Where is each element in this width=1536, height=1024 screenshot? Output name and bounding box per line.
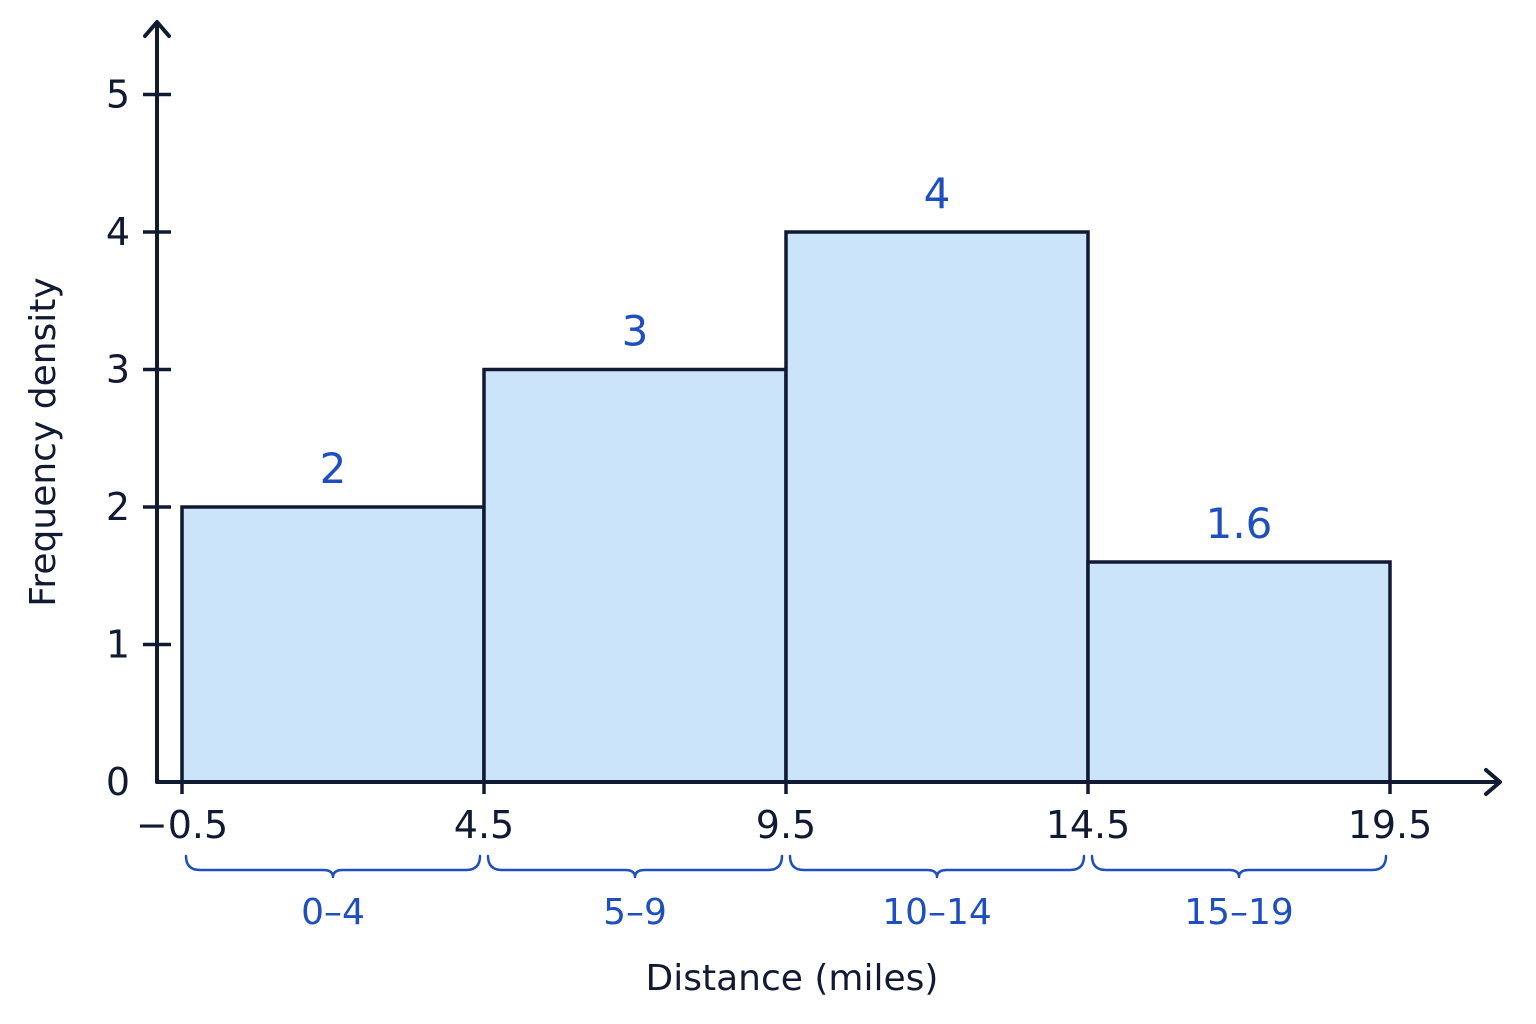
interval-brace [788,854,1086,879]
histogram-bar-3 [784,230,1090,784]
bar-value-label: 2 [320,444,347,493]
x-tick-label: 9.5 [756,803,816,847]
class-interval-label: 0–4 [301,892,365,933]
bars-layer [180,230,1392,784]
y-tick-label: 4 [106,210,130,254]
y-tick-label: 2 [106,485,130,529]
class-interval-label: 5–9 [603,892,667,933]
y-tick-label: 5 [106,73,130,117]
histogram-bar-2 [482,367,788,784]
class-interval-label: 10–14 [882,892,992,933]
x-tick-label: −0.5 [136,803,228,847]
labels-layer: 2 0–4 3 5–9 4 10–14 1.6 15–19 [184,169,1388,933]
x-axis-title: Distance (miles) [646,958,939,999]
bar-value-label: 3 [622,307,649,356]
x-tick-label: 4.5 [454,803,514,847]
y-axis-title: Frequency density [23,277,64,606]
interval-brace [184,854,482,879]
x-axis-arrow [1484,768,1502,796]
interval-brace [1090,854,1388,879]
histogram-bar-1 [180,505,486,784]
y-tick-label: 0 [106,760,130,804]
y-tick-label: 1 [106,623,130,667]
bar-value-label: 1.6 [1206,499,1273,548]
x-tick-label: 19.5 [1348,803,1433,847]
y-tick-label: 3 [106,348,130,392]
x-tick-label: 14.5 [1046,803,1131,847]
y-axis-arrow [143,20,171,38]
bar-value-label: 4 [924,169,951,218]
interval-brace [486,854,784,879]
class-interval-label: 15–19 [1184,892,1294,933]
histogram-bar-4 [1086,560,1392,784]
axes-layer: 0 1 2 3 4 5 −0.5 4.5 9.5 14.5 19.5 [106,20,1502,847]
